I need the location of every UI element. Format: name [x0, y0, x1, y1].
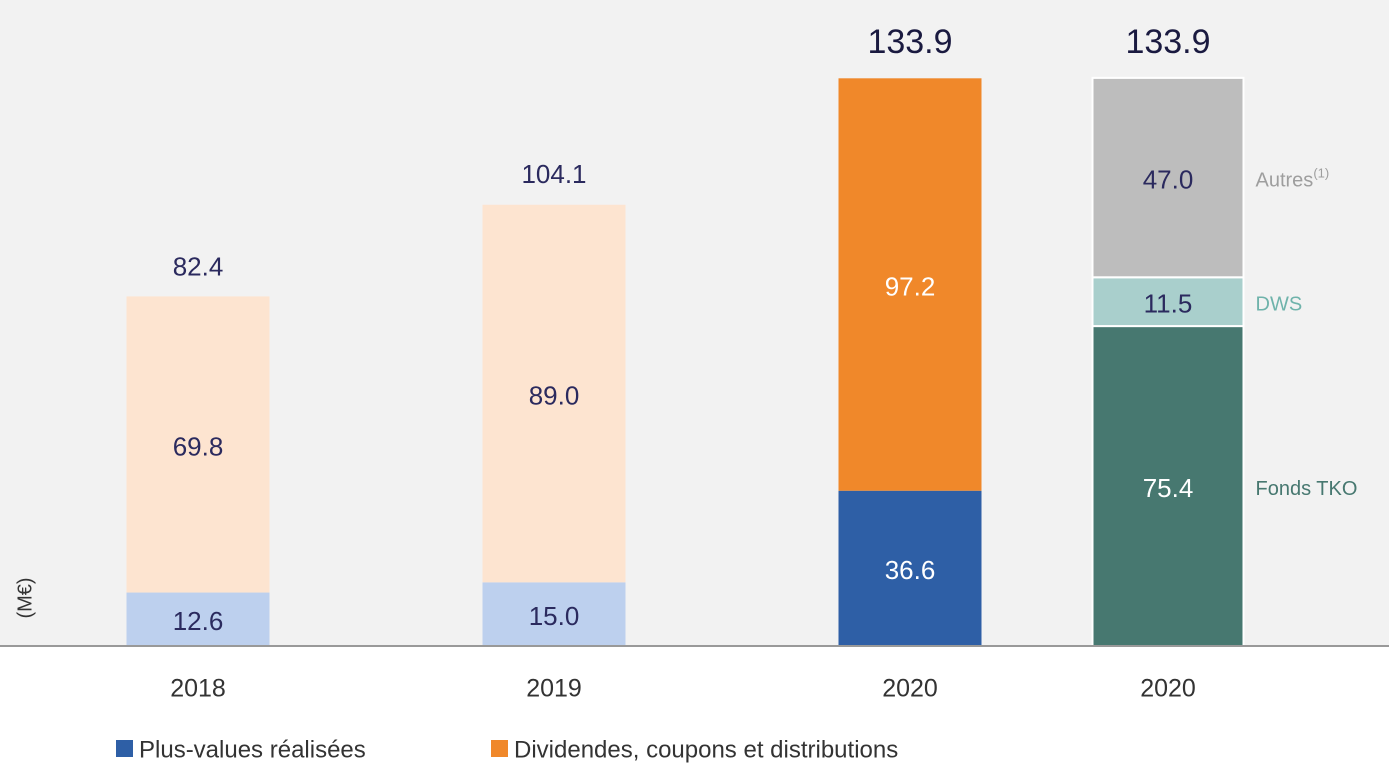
bar-segment [838, 78, 982, 491]
total-label: 133.9 [867, 23, 952, 61]
segment-name: Autres [1256, 170, 1314, 192]
value-label: 69.8 [173, 431, 224, 461]
value-label: 47.0 [1143, 164, 1194, 194]
x-tick-label: 2020 [882, 675, 938, 703]
segment-label: Fonds TKO [1256, 478, 1358, 500]
bar-segment [1091, 276, 1245, 328]
value-label: 11.5 [1144, 289, 1193, 319]
total-label: 133.9 [1125, 23, 1210, 61]
legend-label: Dividendes, coupons et distributions [514, 736, 898, 763]
legend-swatch [491, 740, 508, 757]
x-tick-label: 2018 [170, 675, 226, 703]
segment-note: (1) [1313, 166, 1329, 181]
x-tick-label: 2019 [526, 675, 582, 703]
value-label: 89.0 [529, 380, 580, 410]
x-tick-label: 2020 [1140, 675, 1196, 703]
y-axis-label: (M€) [14, 577, 36, 618]
value-label: 15.0 [529, 601, 580, 631]
segment-label: DWS [1256, 294, 1303, 316]
total-label: 104.1 [521, 159, 586, 189]
bar-segment [126, 592, 270, 646]
bar-segment [126, 296, 270, 593]
segment-name: DWS [1256, 294, 1303, 316]
legend-swatch [116, 740, 133, 757]
value-label: 97.2 [885, 271, 936, 301]
value-label: 75.4 [1143, 473, 1194, 503]
legend-label: Plus-values réalisées [139, 736, 366, 763]
segment-name: Fonds TKO [1256, 478, 1358, 500]
segment-label: Autres(1) [1256, 166, 1330, 192]
bar-segment [482, 204, 626, 583]
bar-segment [482, 582, 626, 646]
bar-segment [1091, 325, 1245, 647]
total-label: 82.4 [173, 251, 224, 281]
value-label: 36.6 [885, 555, 936, 585]
bar-segment [1091, 76, 1245, 279]
value-label: 12.6 [173, 606, 224, 636]
bar-segment [838, 490, 982, 646]
